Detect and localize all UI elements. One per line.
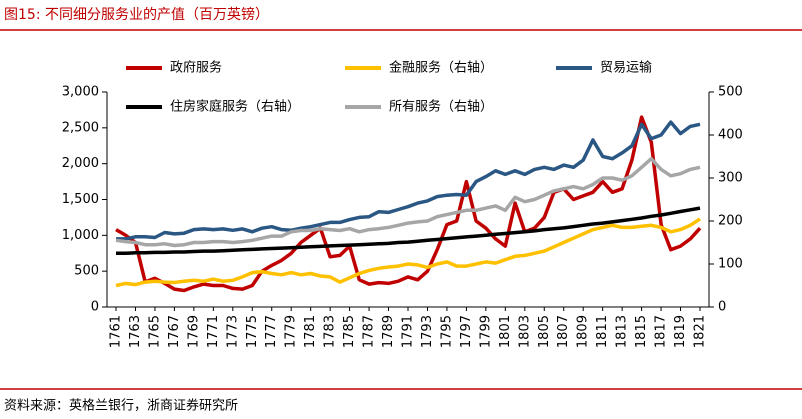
x-tick-label: 1821 <box>693 315 708 348</box>
x-tick-label: 1761 <box>109 315 124 348</box>
y-tick-label: 2,500 <box>62 120 99 135</box>
y2-tick-label: 0 <box>718 300 726 315</box>
y-tick-label: 1,500 <box>62 192 99 207</box>
series-line <box>115 115 702 293</box>
x-tick-label: 1773 <box>225 315 240 348</box>
x-tick-label: 1805 <box>537 315 552 348</box>
y2-tick-label: 200 <box>718 214 743 229</box>
source: 资料来源：英格兰银行，浙商证券研究所 <box>4 398 238 414</box>
x-tick-label: 1771 <box>206 315 221 348</box>
x-tick-label: 1795 <box>439 315 454 348</box>
legend-label: 所有服务（右轴） <box>389 99 493 115</box>
y-tick-label: 500 <box>74 264 99 279</box>
x-tick-label: 1783 <box>323 315 338 348</box>
x-tick-label: 1787 <box>362 315 377 348</box>
x-tick-label: 1817 <box>654 315 669 348</box>
series-line <box>115 217 701 288</box>
x-tick-label: 1809 <box>576 315 591 348</box>
y2-tick-label: 400 <box>718 128 743 143</box>
x-tick-label: 1767 <box>167 315 182 348</box>
legend-label: 住房家庭服务（右轴） <box>170 99 300 115</box>
x-tick-label: 1801 <box>498 315 513 348</box>
x-tick-label: 1789 <box>381 315 396 348</box>
x-tick-label: 1793 <box>420 315 435 348</box>
x-tick-label: 1799 <box>478 315 493 348</box>
legend-label: 贸易运输 <box>600 60 652 76</box>
x-tick-label: 1815 <box>634 315 649 348</box>
chart-title: 图15: 不同细分服务业的产值（百万英镑） <box>4 6 269 23</box>
series-line <box>115 156 701 248</box>
legend-label: 政府服务 <box>170 60 222 76</box>
y2-tick-label: 300 <box>718 171 743 186</box>
y-tick-label: 2,000 <box>62 156 99 171</box>
x-tick-label: 1779 <box>284 315 299 348</box>
y2-tick-label: 500 <box>718 85 743 100</box>
x-tick-label: 1797 <box>459 315 474 348</box>
y-tick-label: 1,000 <box>62 228 99 243</box>
series-line <box>116 120 701 241</box>
x-tick-label: 1775 <box>245 315 260 348</box>
x-tick-label: 1763 <box>128 315 143 348</box>
legend-label: 金融服务（右轴） <box>389 60 493 76</box>
series-line <box>116 206 701 256</box>
x-tick-label: 1807 <box>556 315 571 348</box>
x-tick-label: 1781 <box>303 315 318 348</box>
x-tick-label: 1811 <box>595 315 610 348</box>
y-tick-label: 0 <box>91 300 99 315</box>
x-tick-label: 1819 <box>673 315 688 348</box>
x-tick-label: 1813 <box>615 315 630 348</box>
x-tick-label: 1791 <box>401 315 416 348</box>
x-tick-label: 1777 <box>264 315 279 348</box>
y2-tick-label: 100 <box>718 257 743 272</box>
x-tick-label: 1769 <box>186 315 201 348</box>
y-tick-label: 3,000 <box>62 85 99 100</box>
x-tick-label: 1785 <box>342 315 357 348</box>
x-tick-label: 1803 <box>517 315 532 348</box>
x-tick-label: 1765 <box>147 315 162 348</box>
